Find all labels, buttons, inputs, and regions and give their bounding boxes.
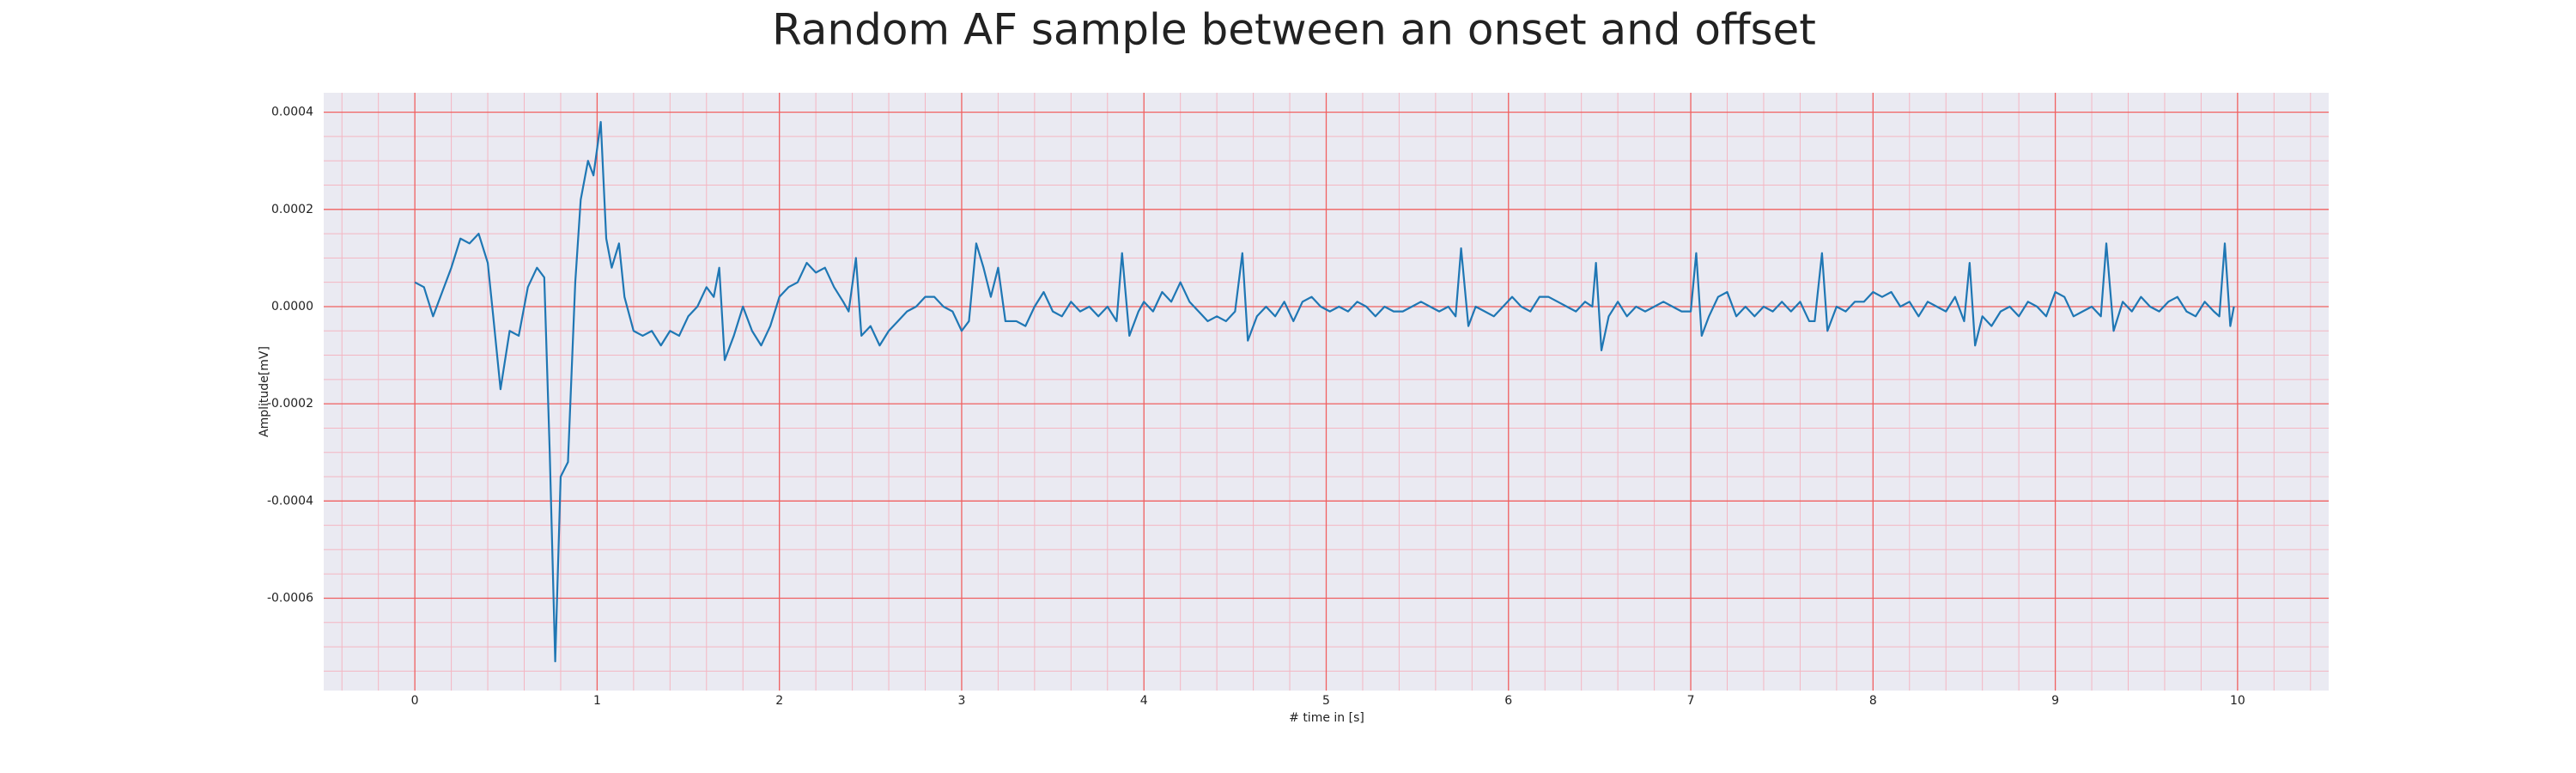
y-tick-label: -0.0004 (267, 494, 313, 508)
y-tick-label: 0.0004 (271, 106, 313, 119)
y-axis-label: Amplitude[mV] (258, 346, 271, 437)
x-tick-label: 9 (2051, 694, 2059, 708)
y-tick-label: 0.0002 (271, 203, 313, 216)
x-tick-label: 0 (411, 694, 419, 708)
x-tick-label: 3 (957, 694, 965, 708)
signal-line (414, 120, 2235, 663)
x-tick-label: 10 (2230, 694, 2245, 708)
x-tick-label: 8 (1869, 694, 1877, 708)
y-tick-label: 0.0000 (271, 300, 313, 313)
x-tick-label: 2 (775, 694, 783, 708)
chart-title: Random AF sample between an onset and of… (772, 5, 1816, 55)
x-tick-label: 4 (1140, 694, 1148, 708)
y-tick-label: -0.0002 (267, 397, 313, 411)
x-tick-label: 6 (1504, 694, 1512, 708)
x-tick-label: 7 (1687, 694, 1695, 708)
x-axis-label: # time in [s] (1289, 711, 1364, 725)
y-tick-label: -0.0006 (267, 591, 313, 605)
x-tick-label: 1 (593, 694, 601, 708)
x-tick-label: 5 (1322, 694, 1330, 708)
